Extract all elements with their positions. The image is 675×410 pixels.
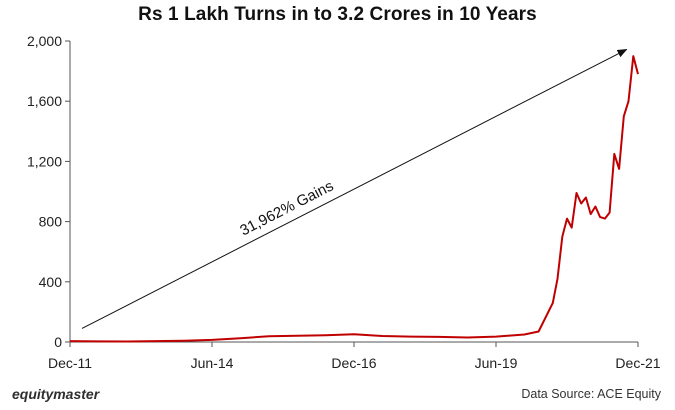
gains-arrow xyxy=(81,49,628,329)
y-tick-label: 1,600 xyxy=(27,93,62,109)
x-tick-label: Jun-19 xyxy=(475,355,518,371)
y-tick-label: 400 xyxy=(39,274,63,290)
series-layer xyxy=(69,55,639,343)
y-tick-label: 800 xyxy=(39,214,63,230)
y-axis-ticks: 0 400 800 1,200 1,600 2,000 xyxy=(27,33,70,350)
series-line xyxy=(69,55,639,343)
chart-title: Rs 1 Lakh Turns in to 3.2 Crores in 10 Y… xyxy=(138,4,537,25)
x-tick-label: Jun-14 xyxy=(191,355,234,371)
x-tick-label: Dec-16 xyxy=(331,355,376,371)
gains-annotation-label: 31,962% Gains xyxy=(237,178,336,240)
axes xyxy=(69,41,638,343)
x-tick-label: Dec-21 xyxy=(615,355,660,371)
annotation-layer: 31,962% Gains xyxy=(81,49,628,329)
data-source-note: Data Source: ACE Equity xyxy=(521,387,661,401)
y-tick-label: 1,200 xyxy=(27,153,62,169)
brand-logo-text: equitymaster xyxy=(12,386,100,402)
x-tick-label: Dec-11 xyxy=(48,355,92,371)
y-tick-label: 0 xyxy=(54,334,62,350)
x-axis-ticks: Dec-11 Jun-14 Dec-16 Jun-19 Dec-21 xyxy=(48,342,661,371)
y-tick-label: 2,000 xyxy=(27,33,62,49)
